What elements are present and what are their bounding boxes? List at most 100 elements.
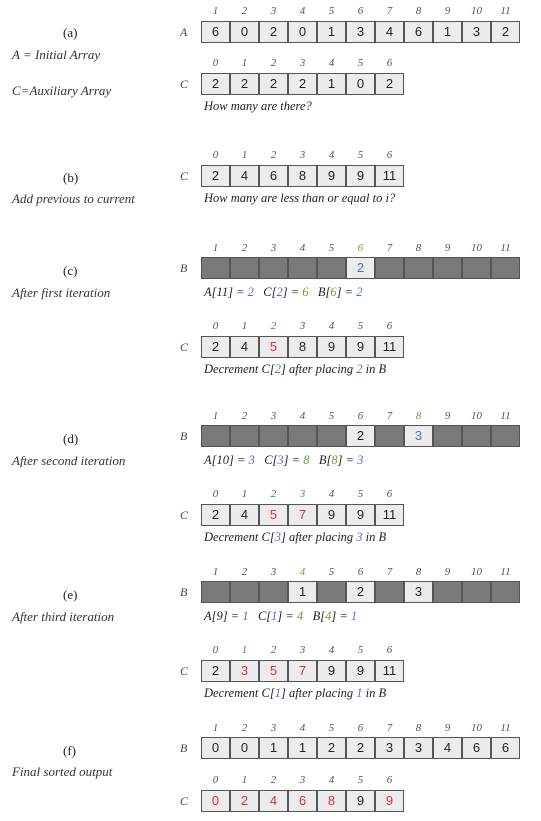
note-fragment: C[ xyxy=(248,609,272,623)
note-fragment: 2 xyxy=(274,362,281,376)
step-caption: Add previous to current xyxy=(12,191,135,206)
index-label: 1 xyxy=(241,774,248,786)
index-label: 6 xyxy=(386,774,393,786)
index-label: 6 xyxy=(386,488,393,500)
step-note: A[10] = 3 C[3] = 8 B[8] = 3 xyxy=(204,453,363,468)
array-cell xyxy=(433,425,462,447)
index-label: 7 xyxy=(386,242,393,254)
index-label: 11 xyxy=(500,5,511,17)
step-note: Decrement C[1] after placing 1 in B xyxy=(204,686,386,701)
index-label: 4 xyxy=(299,242,306,254)
array-cell: 9 xyxy=(346,790,375,812)
index-label: 0 xyxy=(212,149,219,161)
index-label: 4 xyxy=(328,320,335,332)
index-label: 3 xyxy=(299,57,306,69)
index-label: 1 xyxy=(241,320,248,332)
array-cell xyxy=(491,257,520,279)
array-cell: 2 xyxy=(259,73,288,95)
array-B-label: B xyxy=(180,585,188,599)
array-cell: 0 xyxy=(346,73,375,95)
note-fragment: 3 xyxy=(356,530,363,544)
array-cell: 9 xyxy=(346,660,375,682)
array-cell: 11 xyxy=(375,504,404,526)
index-label: 8 xyxy=(415,242,422,254)
array-cell: 3 xyxy=(375,737,404,759)
array-cell: 9 xyxy=(346,165,375,187)
index-label: 4 xyxy=(328,488,335,500)
index-label: 8 xyxy=(415,722,422,734)
array-cell xyxy=(404,257,433,279)
note-fragment: B[ xyxy=(309,453,332,467)
index-label: 8 xyxy=(415,5,422,17)
index-label: 2 xyxy=(241,566,248,578)
index-label: 7 xyxy=(386,722,393,734)
array-C-label: C xyxy=(180,794,189,808)
index-label: 4 xyxy=(299,5,306,17)
array-cell xyxy=(230,425,259,447)
index-label: 8 xyxy=(415,566,422,578)
index-label: 5 xyxy=(357,57,364,69)
array-cell: 9 xyxy=(317,504,346,526)
note-fragment: C[ xyxy=(254,453,278,467)
array-cell: 3 xyxy=(404,425,433,447)
array-cell xyxy=(433,257,462,279)
note-fragment: 1 xyxy=(274,686,281,700)
index-label: 3 xyxy=(299,488,306,500)
index-label: 2 xyxy=(241,242,248,254)
index-label: 1 xyxy=(241,488,248,500)
array-cell: 4 xyxy=(433,737,462,759)
array-cell xyxy=(317,425,346,447)
note-fragment: in B xyxy=(362,686,387,700)
array-cell xyxy=(462,425,491,447)
array-A-label: A xyxy=(180,25,188,39)
array-cell: 1 xyxy=(317,21,346,43)
array-cell: 2 xyxy=(201,660,230,682)
note-fragment: ] = xyxy=(282,285,303,299)
index-label: 5 xyxy=(328,722,335,734)
array-cell: 7 xyxy=(288,660,317,682)
array-cell xyxy=(259,257,288,279)
step-letter: (b) xyxy=(63,170,79,185)
array-cell: 3 xyxy=(404,581,433,603)
step-note: How many are there? xyxy=(204,99,312,114)
step-letter: (f) xyxy=(63,743,76,758)
array-cell: 9 xyxy=(346,336,375,358)
index-label: 7 xyxy=(386,5,393,17)
note-fragment: 8 xyxy=(303,453,310,467)
array-cell: 1 xyxy=(288,737,317,759)
array-cell: 9 xyxy=(317,165,346,187)
array-cell: 0 xyxy=(201,790,230,812)
array-cell: 8 xyxy=(288,165,317,187)
index-label: 3 xyxy=(270,566,277,578)
array-cell: 5 xyxy=(259,660,288,682)
step-caption: C=Auxiliary Array xyxy=(12,83,112,98)
index-label: 6 xyxy=(357,722,364,734)
array-cell: 2 xyxy=(230,73,259,95)
array-cell xyxy=(491,425,520,447)
array-cell: 3 xyxy=(346,21,375,43)
index-label: 7 xyxy=(386,410,393,422)
index-label: 2 xyxy=(241,5,248,17)
note-fragment: 2 xyxy=(356,362,363,376)
note-fragment: 4 xyxy=(325,609,332,623)
note-fragment: 3 xyxy=(248,453,255,467)
array-cell: 11 xyxy=(375,336,404,358)
note-fragment: 6 xyxy=(330,285,337,299)
index-label: 0 xyxy=(212,488,219,500)
index-label: 5 xyxy=(357,774,364,786)
index-label: 5 xyxy=(357,149,364,161)
index-label: 3 xyxy=(270,242,277,254)
array-cell xyxy=(375,425,404,447)
array-cell: 2 xyxy=(317,737,346,759)
array-cell: 6 xyxy=(259,165,288,187)
array-cell: 9 xyxy=(317,660,346,682)
index-label: 2 xyxy=(270,488,277,500)
array-B-label: B xyxy=(180,261,188,275)
index-label: 9 xyxy=(444,410,451,422)
index-label: 6 xyxy=(357,242,364,254)
index-label: 0 xyxy=(212,644,219,656)
array-B-label: B xyxy=(180,741,188,755)
array-C-label: C xyxy=(180,169,189,183)
index-label: 4 xyxy=(299,722,306,734)
index-label: 5 xyxy=(357,644,364,656)
